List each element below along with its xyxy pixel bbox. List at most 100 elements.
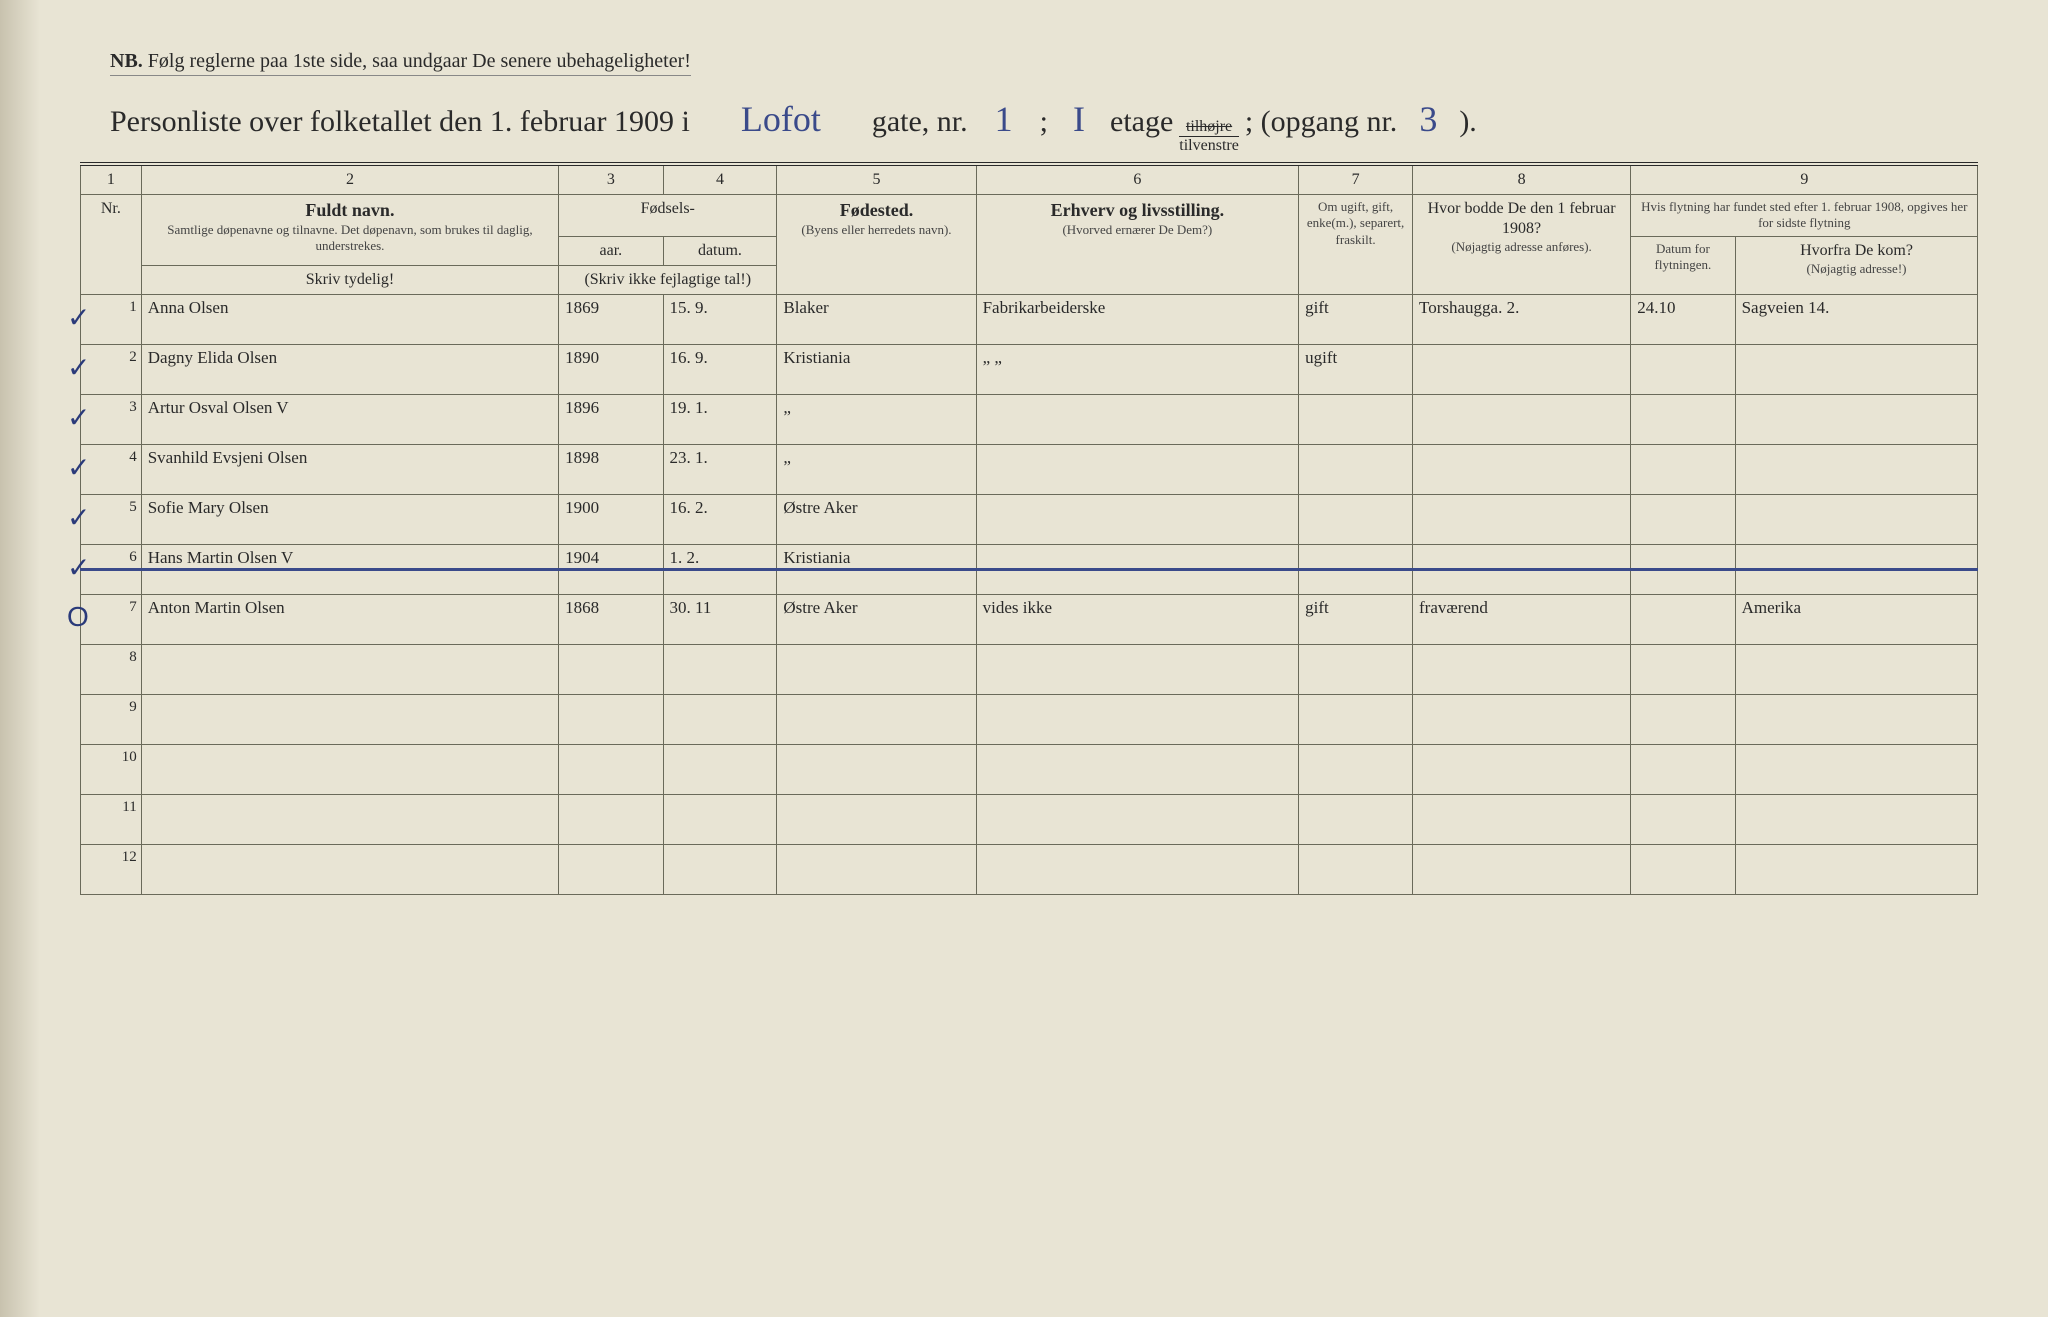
- cell: [559, 694, 663, 744]
- cell: [976, 694, 1299, 744]
- cell: 16. 2.: [663, 494, 777, 544]
- col-move-date: Datum for flytningen.: [1631, 236, 1735, 294]
- cell: Blaker: [777, 294, 976, 344]
- cell: [663, 694, 777, 744]
- cell: [1299, 694, 1413, 744]
- cell: „ „: [976, 344, 1299, 394]
- col-civil: Om ugift, gift, enke(m.), separert, fras…: [1299, 195, 1413, 295]
- cell: [1299, 444, 1413, 494]
- cell: [976, 394, 1299, 444]
- cell: [976, 444, 1299, 494]
- col-move-from: Hvorfra De kom? (Nøjagtig adresse!): [1735, 236, 1978, 294]
- cell: [1735, 794, 1978, 844]
- cell: 23. 1.: [663, 444, 777, 494]
- cell: [1631, 744, 1735, 794]
- cell: [1631, 644, 1735, 694]
- cell: Kristiania: [777, 344, 976, 394]
- cell: [1299, 394, 1413, 444]
- cell: 1896: [559, 394, 663, 444]
- cell: ✓4: [81, 444, 142, 494]
- cell: [1631, 694, 1735, 744]
- cell: [1413, 744, 1631, 794]
- cell: [559, 744, 663, 794]
- col-nr: Nr.: [81, 195, 142, 295]
- cell: [1413, 844, 1631, 894]
- cell: [777, 644, 976, 694]
- cell: Amerika: [1735, 594, 1978, 644]
- nb-notice: NB. Følg reglerne paa 1ste side, saa und…: [110, 50, 691, 76]
- cell: 30. 11: [663, 594, 777, 644]
- gate-nr-label: gate, nr.: [872, 105, 968, 139]
- cell: [1631, 594, 1735, 644]
- col-date: datum.: [663, 236, 777, 265]
- cell: [777, 794, 976, 844]
- cell: [1631, 844, 1735, 894]
- table-row: ✓1Anna Olsen186915. 9.BlakerFabrikarbeid…: [81, 294, 1979, 344]
- cell: Østre Aker: [777, 494, 976, 544]
- opgang-nr: 3: [1403, 98, 1453, 140]
- cell: [1413, 694, 1631, 744]
- cell: [1631, 794, 1735, 844]
- cell: O7: [81, 594, 142, 644]
- cell: [1413, 494, 1631, 544]
- cell: ✓3: [81, 394, 142, 444]
- table-row: 12: [81, 844, 1979, 894]
- cell: [1299, 844, 1413, 894]
- nb-prefix: NB.: [110, 50, 143, 72]
- cell: 19. 1.: [663, 394, 777, 444]
- table-row: 10: [81, 744, 1979, 794]
- cell: [1735, 494, 1978, 544]
- col-birthplace: Fødested. (Byens eller herredets navn).: [777, 195, 976, 295]
- cell: [141, 844, 558, 894]
- cell: [663, 644, 777, 694]
- cell: [976, 794, 1299, 844]
- cell: [141, 744, 558, 794]
- cell: 24.10: [1631, 294, 1735, 344]
- cell: Østre Aker: [777, 594, 976, 644]
- cell: ✓1: [81, 294, 142, 344]
- cell: gift: [1299, 594, 1413, 644]
- cell: 8: [81, 644, 142, 694]
- cell: 16. 9.: [663, 344, 777, 394]
- cell: [1735, 844, 1978, 894]
- cell: [1631, 394, 1735, 444]
- cell: [1631, 444, 1735, 494]
- etage-label: etage: [1110, 105, 1173, 139]
- cell: Anna Olsen: [141, 294, 558, 344]
- col-birth: Fødsels-: [559, 195, 777, 237]
- cell: [141, 644, 558, 694]
- cell: 15. 9.: [663, 294, 777, 344]
- cell: [559, 644, 663, 694]
- table-header: 1 2 3 4 5 6 7 8 9 Nr. Fuldt navn. Samtli…: [81, 164, 1979, 294]
- cell: [1413, 444, 1631, 494]
- cell: 1868: [559, 594, 663, 644]
- cell: 10: [81, 744, 142, 794]
- cell: [559, 844, 663, 894]
- table-body: ✓1Anna Olsen186915. 9.BlakerFabrikarbeid…: [81, 294, 1979, 894]
- table-row: ✓4Svanhild Evsjeni Olsen189823. 1.„: [81, 444, 1979, 494]
- title-lead: Personliste over folketallet den 1. febr…: [110, 105, 690, 139]
- cell: [663, 744, 777, 794]
- cell: Torshaugga. 2.: [1413, 294, 1631, 344]
- cell: [1413, 344, 1631, 394]
- title-row: Personliste over folketallet den 1. febr…: [110, 98, 1978, 154]
- cell: fraværend: [1413, 594, 1631, 644]
- cell: [1631, 494, 1735, 544]
- cell: [1735, 644, 1978, 694]
- cell: [1735, 344, 1978, 394]
- cell: 9: [81, 694, 142, 744]
- cell: [1631, 344, 1735, 394]
- cell: [777, 694, 976, 744]
- street-name: Lofot: [696, 98, 866, 140]
- cell: 1890: [559, 344, 663, 394]
- cell: [1299, 794, 1413, 844]
- cell: Anton Martin Olsen: [141, 594, 558, 644]
- opgang-label: ; (opgang nr.: [1245, 105, 1397, 139]
- table-row: O7Anton Martin Olsen186830. 11Østre Aker…: [81, 594, 1979, 644]
- cell: 1869: [559, 294, 663, 344]
- cell: [1299, 644, 1413, 694]
- col-year: aar.: [559, 236, 663, 265]
- col-prev-address: Hvor bodde De den 1 februar 1908? (Nøjag…: [1413, 195, 1631, 295]
- cell: 1898: [559, 444, 663, 494]
- cell: [777, 844, 976, 894]
